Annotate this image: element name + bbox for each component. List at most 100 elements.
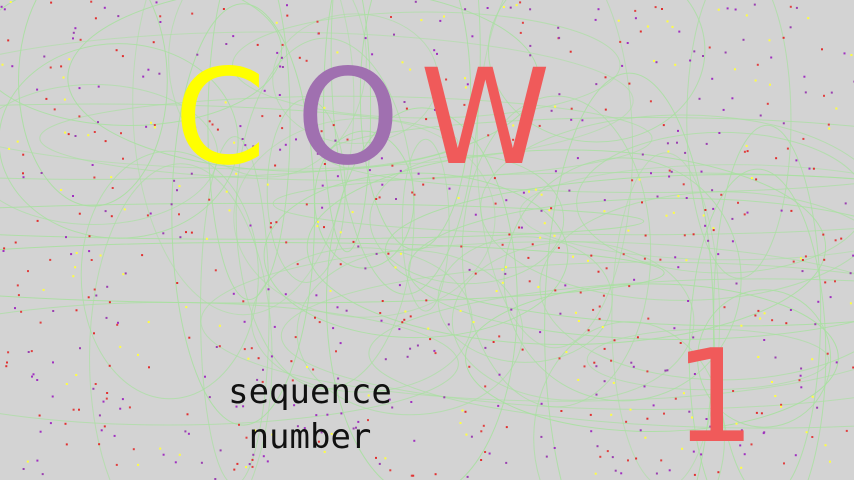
noise-dot (804, 91, 807, 94)
noise-dot (823, 94, 825, 97)
noise-dot (412, 474, 415, 477)
noise-dot (399, 252, 402, 255)
noise-dot (244, 144, 247, 147)
noise-dot (79, 38, 82, 41)
noise-dot (340, 412, 343, 415)
noise-dot (335, 350, 337, 353)
noise-dot (215, 346, 218, 348)
noise-dot (336, 306, 339, 309)
noise-dot (801, 270, 804, 273)
noise-dot (433, 349, 436, 352)
noise-dot (629, 408, 632, 411)
noise-dot (316, 20, 319, 23)
noise-dot (442, 134, 445, 137)
noise-dot (121, 55, 124, 58)
noise-line (0, 84, 219, 225)
noise-dot (466, 475, 469, 478)
noise-dot (763, 339, 766, 341)
noise-dot (303, 427, 306, 430)
noise-dot (780, 405, 783, 408)
noise-dot (583, 365, 586, 368)
noise-dot (123, 208, 126, 211)
noise-dot (155, 1, 158, 4)
noise-dot (225, 43, 228, 45)
noise-dot (159, 15, 162, 18)
noise-dot (296, 263, 299, 266)
noise-dot (794, 454, 797, 457)
noise-dot (0, 5, 3, 8)
noise-dot (117, 15, 120, 18)
noise-dot (93, 131, 96, 133)
noise-dot (103, 425, 106, 428)
noise-dot (194, 126, 197, 129)
noise-dot (60, 65, 63, 68)
noise-dot (643, 257, 646, 260)
noise-line (207, 0, 291, 301)
noise-dot (811, 395, 814, 398)
noise-dot (807, 17, 810, 20)
noise-dot (425, 118, 428, 121)
noise-dot (14, 307, 16, 310)
noise-dot (634, 9, 637, 12)
noise-dot (204, 153, 207, 156)
sequence-label-line-1: sequence (228, 372, 392, 412)
noise-dot (279, 148, 282, 151)
noise-dot (598, 317, 601, 320)
noise-dot (484, 346, 487, 349)
noise-dot (673, 327, 676, 330)
noise-dot (45, 97, 48, 100)
noise-dot (852, 366, 854, 369)
noise-dot (367, 419, 369, 422)
noise-dot (384, 358, 387, 361)
noise-dot (305, 59, 308, 62)
noise-dot (105, 397, 108, 400)
noise-dot (726, 7, 729, 10)
noise-dot (731, 240, 734, 243)
noise-dot (589, 413, 592, 416)
noise-dot (281, 127, 284, 130)
noise-dot (789, 309, 792, 311)
noise-dot (681, 447, 684, 450)
noise-dot (494, 202, 497, 205)
noise-dot (93, 176, 96, 179)
noise-dot (792, 260, 795, 263)
noise-dot (520, 226, 523, 229)
noise-dot (63, 98, 66, 101)
noise-dot (844, 202, 847, 205)
noise-dot (184, 430, 187, 433)
noise-line (306, 149, 827, 345)
noise-dot (351, 211, 354, 214)
noise-dot (120, 132, 122, 135)
noise-dot (224, 101, 227, 104)
noise-dot (3, 8, 6, 11)
noise-dot (668, 469, 671, 472)
noise-dot (626, 42, 629, 44)
noise-dot (845, 429, 848, 432)
noise-dot (554, 105, 557, 108)
noise-dot (248, 463, 251, 466)
noise-dot (724, 51, 727, 54)
noise-dot (782, 36, 785, 39)
noise-dot (30, 350, 33, 353)
noise-dot (604, 76, 607, 79)
noise-dot (674, 397, 677, 400)
noise-dot (539, 236, 542, 239)
noise-dot (654, 6, 657, 9)
noise-dot (98, 443, 101, 446)
noise-dot (254, 429, 256, 432)
noise-dot (278, 94, 281, 96)
noise-dot (677, 129, 679, 132)
noise-dot (769, 83, 771, 86)
noise-dot (78, 408, 80, 411)
noise-dot (550, 109, 553, 112)
noise-dot (243, 348, 246, 351)
noise-dot (484, 385, 487, 388)
noise-line (200, 241, 854, 402)
noise-dot (639, 429, 642, 432)
noise-dot (367, 394, 370, 397)
noise-dot (595, 83, 598, 86)
noise-dot (293, 404, 296, 407)
noise-dot (245, 466, 248, 469)
noise-dot (94, 17, 97, 20)
noise-dot (214, 478, 217, 480)
